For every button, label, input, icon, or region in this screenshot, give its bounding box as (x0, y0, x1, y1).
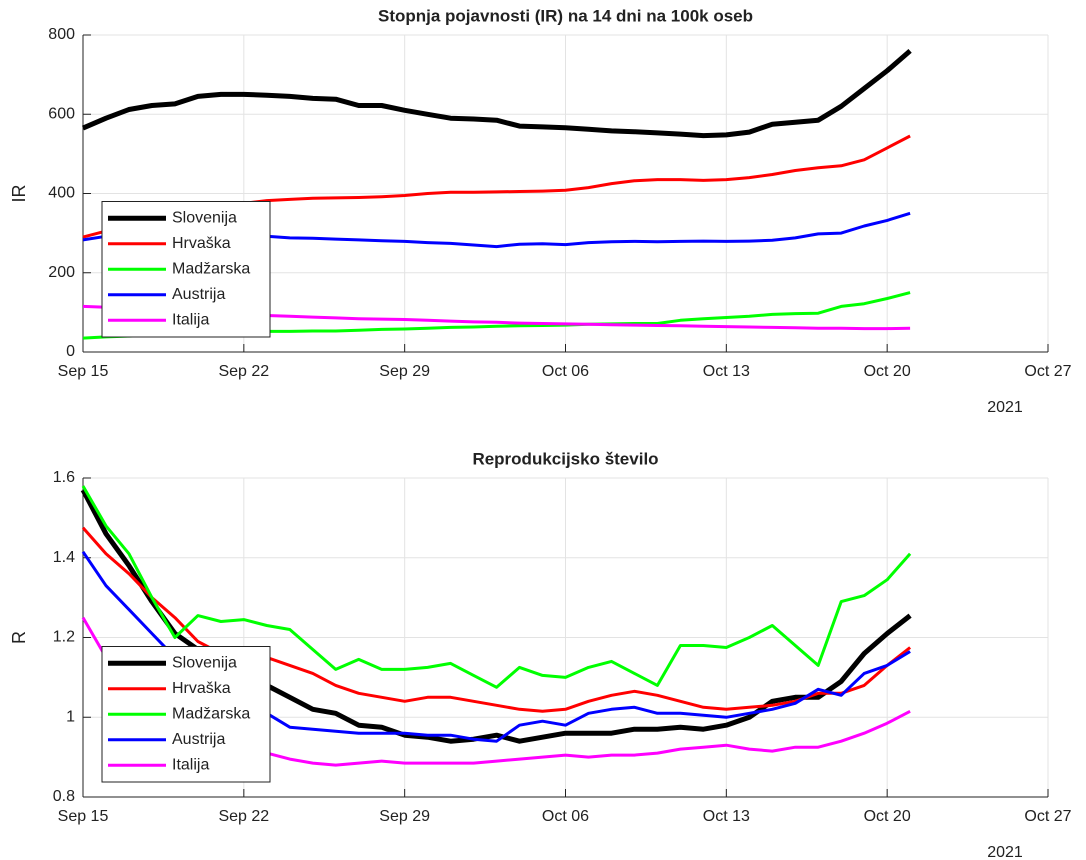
y-tick-label: 1 (66, 708, 75, 725)
x-tick-label: Oct 20 (864, 808, 911, 825)
x-year-label: 2021 (987, 844, 1023, 860)
y-axis-label: IR (9, 184, 29, 202)
x-tick-label: Sep 15 (58, 808, 109, 825)
x-tick-label: Sep 29 (379, 363, 430, 380)
y-tick-label: 1.4 (53, 549, 75, 566)
legend-label: Madžarska (172, 260, 250, 277)
y-tick-label: 800 (48, 26, 75, 43)
legend-label: Slovenija (172, 654, 237, 671)
legend-label: Italija (172, 311, 209, 328)
x-tick-label: Oct 13 (703, 363, 750, 380)
series-line (82, 49, 912, 139)
y-tick-label: 400 (48, 185, 75, 202)
x-tick-label: Oct 06 (542, 363, 589, 380)
x-year-label: 2021 (987, 399, 1023, 416)
x-tick-label: Sep 29 (379, 808, 430, 825)
y-tick-label: 600 (48, 105, 75, 122)
legend-label: Hrvaška (172, 680, 231, 697)
legend-label: Slovenija (172, 209, 237, 226)
series-line (81, 485, 912, 689)
y-axis-label: R (9, 631, 29, 644)
chart-title: Stopnja pojavnosti (IR) na 14 dni na 100… (378, 6, 753, 25)
y-tick-label: 1.2 (53, 629, 75, 646)
legend-label: Austrija (172, 731, 225, 748)
chart-title: Reprodukcijsko število (472, 449, 658, 468)
x-tick-label: Oct 27 (1024, 363, 1071, 380)
x-tick-label: Oct 20 (864, 363, 911, 380)
legend-label: Austrija (172, 286, 225, 303)
legend-label: Italija (172, 756, 209, 773)
y-tick-label: 0.8 (53, 788, 75, 805)
legend-label: Madžarska (172, 705, 250, 722)
y-tick-label: 200 (48, 264, 75, 281)
x-tick-label: Oct 06 (542, 808, 589, 825)
y-tick-label: 0 (66, 343, 75, 360)
x-tick-label: Sep 15 (58, 363, 109, 380)
x-tick-label: Oct 27 (1024, 808, 1071, 825)
y-tick-label: 1.6 (53, 469, 75, 486)
x-tick-label: Oct 13 (703, 808, 750, 825)
x-tick-label: Sep 22 (218, 808, 269, 825)
legend-label: Hrvaška (172, 235, 231, 252)
x-tick-label: Sep 22 (218, 363, 269, 380)
